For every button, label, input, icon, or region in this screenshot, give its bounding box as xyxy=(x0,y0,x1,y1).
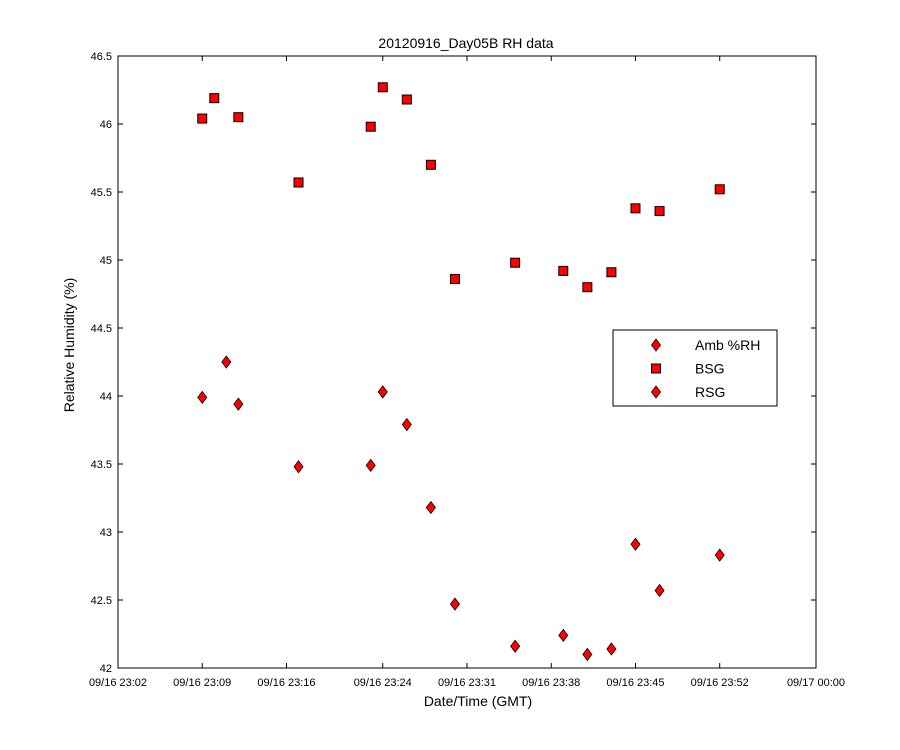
data-point xyxy=(582,647,593,662)
data-point xyxy=(606,642,617,656)
x-tick-label: 09/16 23:31 xyxy=(438,677,496,689)
data-point xyxy=(654,206,665,217)
x-tick-label: 09/16 23:16 xyxy=(257,677,315,689)
y-tick-label: 45.5 xyxy=(91,187,112,199)
y-tick-label: 42 xyxy=(100,663,112,675)
data-point xyxy=(197,113,208,124)
y-tick-label: 43.5 xyxy=(91,459,112,471)
data-point xyxy=(233,397,244,411)
y-tick-label: 42.5 xyxy=(91,595,112,607)
data-point xyxy=(221,355,232,369)
legend-marker xyxy=(651,385,661,399)
data-point xyxy=(401,417,412,432)
x-tick-label: 09/16 23:45 xyxy=(606,677,664,689)
x-tick-label: 09/16 23:02 xyxy=(89,677,147,689)
data-point xyxy=(401,94,412,105)
y-tick-label: 46 xyxy=(100,119,112,131)
x-tick-label: 09/16 23:09 xyxy=(173,677,231,689)
data-point xyxy=(558,628,569,643)
y-axis: 42 42.5 43 43.5 44 44.5 45 45.5 46 46.5 xyxy=(91,51,816,675)
legend-label: RSG xyxy=(695,384,725,400)
y-tick-label: 45 xyxy=(100,255,112,267)
legend-marker xyxy=(651,363,661,374)
data-point xyxy=(630,203,641,214)
data-point xyxy=(197,390,208,405)
legend-marker xyxy=(651,338,661,352)
data-point xyxy=(714,184,725,195)
legend-label: BSG xyxy=(695,361,725,377)
data-point xyxy=(425,500,436,515)
data-point xyxy=(365,458,376,473)
data-point xyxy=(510,639,521,653)
data-point xyxy=(377,385,388,399)
legend-box xyxy=(612,329,778,407)
data-point xyxy=(558,265,569,276)
y-tick-label: 43 xyxy=(100,527,112,539)
y-tick-label: 44.5 xyxy=(91,323,112,335)
data-point xyxy=(365,121,376,132)
data-point xyxy=(209,93,220,104)
series-bsg xyxy=(197,82,725,293)
y-tick-label: 46.5 xyxy=(91,51,112,63)
y-axis-label: Relative Humidity (%) xyxy=(61,278,77,413)
x-tick-label: 09/17 00:00 xyxy=(787,677,845,689)
data-points xyxy=(197,82,725,662)
data-point xyxy=(606,267,617,278)
data-point xyxy=(582,282,593,293)
x-tick-label: 09/16 23:38 xyxy=(522,677,580,689)
series-rsg xyxy=(197,355,725,662)
data-point xyxy=(510,257,521,268)
x-axis-label: Date/Time (GMT) xyxy=(424,693,532,709)
chart-title: 20120916_Day05B RH data xyxy=(378,35,553,51)
data-point xyxy=(630,537,641,551)
data-point xyxy=(293,177,304,188)
legend-label: Amb %RH xyxy=(695,337,760,353)
legend: Amb %RH BSG RSG xyxy=(612,329,778,407)
data-point xyxy=(449,274,460,285)
data-point xyxy=(714,548,725,562)
data-point xyxy=(425,159,436,170)
x-tick-label: 09/16 23:52 xyxy=(691,677,749,689)
data-point xyxy=(233,112,244,123)
data-point xyxy=(449,597,460,611)
y-tick-label: 44 xyxy=(100,391,112,403)
data-point xyxy=(293,460,304,474)
x-axis: 09/16 23:02 09/16 23:09 09/16 23:16 09/16 2… xyxy=(89,56,845,689)
data-point xyxy=(377,82,388,93)
data-point xyxy=(654,583,665,598)
x-tick-label: 09/16 23:24 xyxy=(354,677,412,689)
